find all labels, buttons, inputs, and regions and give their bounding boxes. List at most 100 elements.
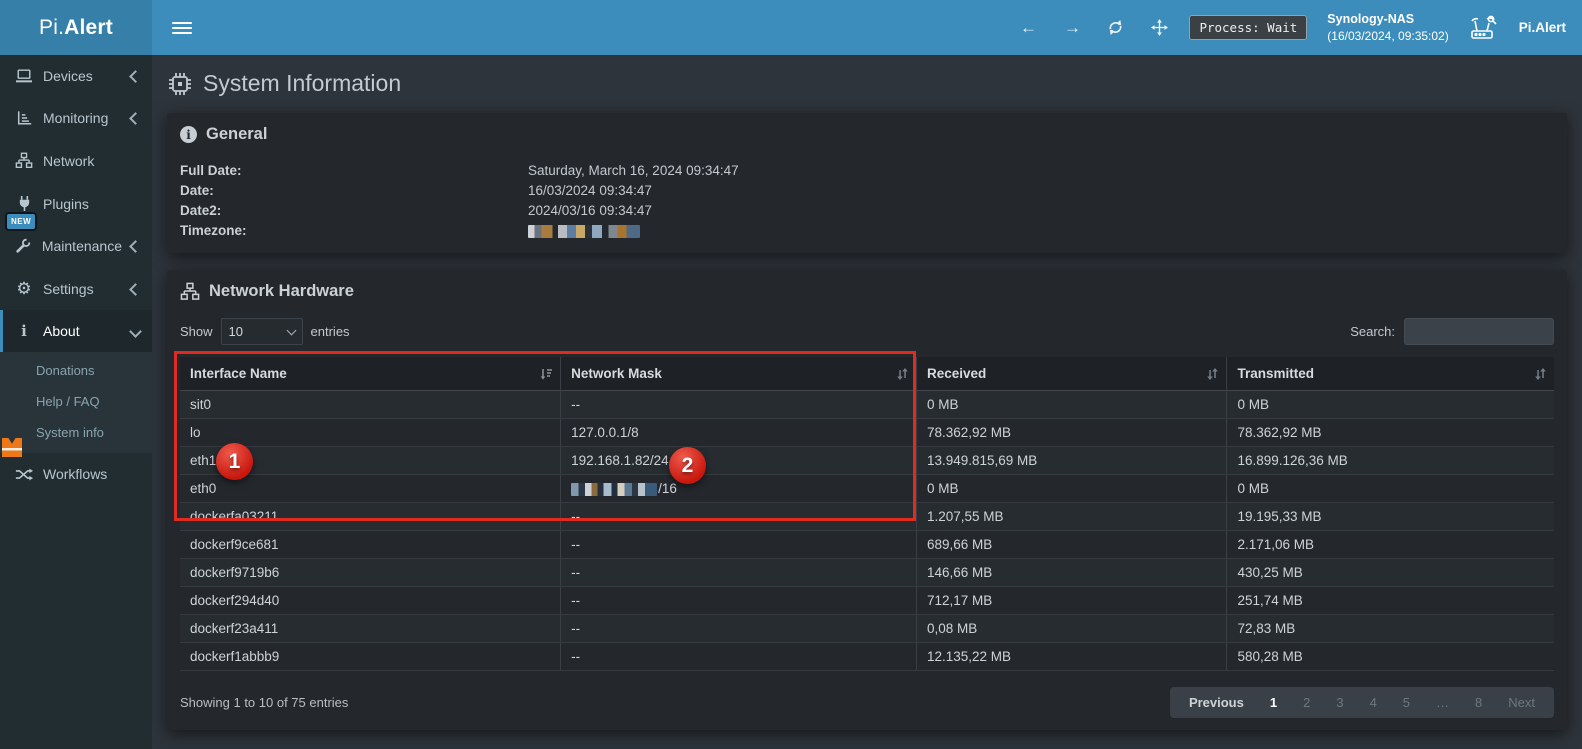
column-label: Network Mask <box>571 366 662 381</box>
safety-vest-icon <box>2 438 22 457</box>
cell-received: 12.135,22 MB <box>915 642 1227 671</box>
sidebar-item-plugins[interactable]: Plugins <box>0 182 152 225</box>
sidebar-item-devices[interactable]: Devices <box>0 55 152 97</box>
back-arrow-icon[interactable]: ← <box>1019 17 1037 37</box>
cell-received: 146,66 MB <box>915 558 1227 587</box>
table-row: sit0 -- 0 MB 0 MB <box>180 390 1554 419</box>
chevron-left-icon <box>129 110 142 126</box>
chart-icon <box>14 110 34 126</box>
router-icon <box>1469 15 1499 41</box>
search-input[interactable] <box>1404 318 1554 345</box>
cell-interface: dockerf23a411 <box>180 614 561 643</box>
table-row: dockerf1abbb9 -- 12.135,22 MB 580,28 MB <box>180 642 1554 671</box>
table-row: lo 127.0.0.1/8 78.362,92 MB 78.362,92 MB <box>180 418 1554 447</box>
logo-bold: Alert <box>64 15 113 39</box>
date2-value: 2024/03/16 09:34:47 <box>528 203 652 218</box>
info-circle-icon: i <box>180 126 197 143</box>
sidebar-item-workflows[interactable]: Workflows <box>0 438 152 495</box>
table-row: dockerf9719b6 -- 146,66 MB 430,25 MB <box>180 558 1554 587</box>
sidebar-item-settings[interactable]: ⚙ Settings <box>0 267 152 310</box>
new-badge: NEW <box>7 214 36 229</box>
pagination-page-3[interactable]: 3 <box>1336 695 1344 710</box>
brand-label: Pi.Alert <box>1518 20 1566 35</box>
cell-received: 0 MB <box>915 390 1227 419</box>
pagination-page-8[interactable]: 8 <box>1475 695 1483 710</box>
cell-mask: 127.0.0.1/8 <box>560 418 917 447</box>
cell-received: 78.362,92 MB <box>915 418 1227 447</box>
search-label: Search: <box>1350 324 1395 339</box>
table-controls: Show 10 entries Search: <box>180 318 1554 345</box>
cell-interface: lo <box>180 418 561 447</box>
redacted-pixels <box>571 482 658 496</box>
main-content: System Information i General Full Date: … <box>152 55 1582 749</box>
cell-mask: -- <box>560 614 917 643</box>
pagination-page-5[interactable]: 5 <box>1402 695 1411 710</box>
cell-received: 13.949.815,69 MB <box>915 446 1227 475</box>
general-panel: i General Full Date: Saturday, March 16,… <box>167 113 1567 253</box>
wrench-icon <box>14 238 33 254</box>
sidebar-item-maintenance[interactable]: NEW Maintenance <box>0 214 152 267</box>
sidebar-item-label: About <box>43 323 80 339</box>
sidebar-item-label: Workflows <box>43 466 108 482</box>
pagination-next[interactable]: Next <box>1508 695 1535 710</box>
redacted-pixels <box>528 224 640 238</box>
full-date-value: Saturday, March 16, 2024 09:34:47 <box>528 163 739 178</box>
chevron-down-icon <box>129 323 142 339</box>
search-box: Search: <box>1350 318 1554 345</box>
pagination-previous[interactable]: Previous <box>1188 695 1244 710</box>
showing-entries-text: Showing 1 to 10 of 75 entries <box>180 695 349 710</box>
general-title-text: General <box>206 125 268 143</box>
sidebar: Devices Monitoring Network <box>0 55 152 749</box>
table-row: eth0 /16 0 MB 0 MB <box>180 474 1554 503</box>
network-hardware-title: Network Hardware <box>180 282 1554 301</box>
network-hardware-panel: Network Hardware Show 10 entries Search:… <box>167 270 1567 730</box>
column-label: Transmitted <box>1237 366 1314 381</box>
host-timestamp: (16/03/2024, 09:35:02) <box>1327 28 1449 43</box>
navbar-right: ← → <box>1019 11 1566 44</box>
pagination-page-1[interactable]: 1 <box>1269 695 1278 710</box>
sidebar-item-system-info[interactable]: System info <box>36 425 104 440</box>
sidebar-toggle-icon[interactable] <box>172 21 192 34</box>
table-row: eth1 192.168.1.82/24 13.949.815,69 MB 16… <box>180 446 1554 475</box>
sidebar-item-label: Devices <box>43 68 93 84</box>
page-size-select[interactable]: 10 <box>220 318 303 345</box>
pagination: Previous 1 2 3 4 5 … 8 Next <box>1169 687 1554 718</box>
sidebar-item-label: Plugins <box>43 195 89 212</box>
cell-received: 689,66 MB <box>915 530 1227 559</box>
cell-transmitted: 0 MB <box>1226 390 1554 419</box>
table-row: dockerf23a411 -- 0,08 MB 72,83 MB <box>180 614 1554 643</box>
shuffle-icon <box>14 467 34 482</box>
process-status-badge[interactable]: Process: Wait <box>1189 15 1308 40</box>
sort-icon <box>896 367 909 381</box>
move-icon[interactable] <box>1151 19 1169 36</box>
column-header-interface-name[interactable]: Interface Name <box>180 357 561 391</box>
cell-transmitted: 251,74 MB <box>1226 586 1554 615</box>
sidebar-item-about[interactable]: i About <box>0 310 152 352</box>
network-hardware-title-text: Network Hardware <box>209 282 354 300</box>
table-header-row: Interface Name Network Mask <box>180 357 1554 391</box>
sidebar-item-donations[interactable]: Donations <box>36 363 95 378</box>
table-row: dockerf294d40 -- 712,17 MB 251,74 MB <box>180 586 1554 615</box>
cell-interface: eth1 <box>180 446 561 475</box>
forward-arrow-icon[interactable]: → <box>1063 17 1081 37</box>
cell-received: 0,08 MB <box>915 614 1227 643</box>
cell-interface: sit0 <box>180 390 561 419</box>
column-header-transmitted[interactable]: Transmitted <box>1226 357 1554 391</box>
sidebar-item-help-faq[interactable]: Help / FAQ <box>36 394 100 409</box>
cell-transmitted: 16.899.126,36 MB <box>1226 446 1554 475</box>
cell-transmitted: 430,25 MB <box>1226 558 1554 587</box>
pagination-page-4[interactable]: 4 <box>1369 695 1377 710</box>
column-header-received[interactable]: Received <box>915 357 1227 391</box>
refresh-icon[interactable] <box>1107 19 1125 36</box>
cell-transmitted: 2.171,06 MB <box>1226 530 1554 559</box>
cell-mask: -- <box>560 530 917 559</box>
sidebar-item-network[interactable]: Network <box>0 139 152 182</box>
pagination-page-2[interactable]: 2 <box>1303 695 1311 710</box>
column-header-network-mask[interactable]: Network Mask <box>560 357 917 391</box>
table-row: dockerfa03211 -- 1.207,55 MB 19.195,33 M… <box>180 502 1554 531</box>
sort-icon <box>1534 367 1547 381</box>
chevron-down-icon <box>286 325 296 335</box>
sidebar-item-monitoring[interactable]: Monitoring <box>0 97 152 139</box>
navbar-icons: ← → <box>1019 18 1169 38</box>
